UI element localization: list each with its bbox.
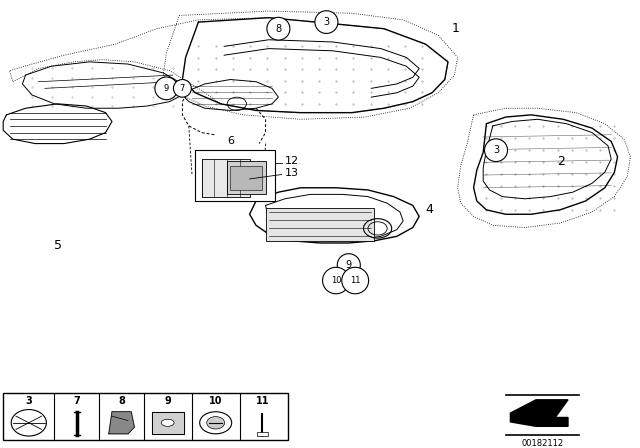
Text: 8: 8 (275, 24, 282, 34)
Bar (266, 207, 374, 241)
Text: 9: 9 (164, 84, 169, 93)
Text: 5: 5 (54, 239, 63, 252)
Ellipse shape (337, 254, 360, 276)
Bar (257, 431, 268, 436)
Ellipse shape (173, 79, 191, 97)
Text: 10: 10 (331, 276, 341, 285)
Text: 10: 10 (209, 396, 223, 406)
Text: 11: 11 (255, 396, 269, 406)
Text: 12: 12 (285, 156, 299, 166)
Text: 4: 4 (426, 203, 433, 216)
Text: 3: 3 (323, 17, 330, 27)
Circle shape (207, 417, 225, 429)
Text: 3: 3 (493, 145, 499, 155)
Text: 2: 2 (557, 155, 564, 168)
Ellipse shape (267, 17, 290, 40)
Bar (195, 150, 275, 201)
Ellipse shape (342, 267, 369, 294)
Ellipse shape (323, 267, 349, 294)
Text: 11: 11 (350, 276, 360, 285)
Text: 8: 8 (118, 396, 125, 406)
Ellipse shape (484, 139, 508, 162)
Polygon shape (152, 412, 184, 434)
Bar (3, 393, 288, 439)
Ellipse shape (155, 77, 178, 100)
Text: 00182112: 00182112 (522, 439, 563, 448)
Polygon shape (511, 400, 568, 426)
Text: 6: 6 (227, 136, 234, 146)
Text: 3: 3 (26, 396, 32, 406)
Text: 9: 9 (164, 396, 171, 406)
Text: 7: 7 (180, 84, 185, 93)
Bar (230, 166, 262, 190)
Ellipse shape (161, 419, 174, 426)
Ellipse shape (315, 11, 338, 34)
Bar (227, 161, 266, 194)
Text: 13: 13 (285, 168, 299, 178)
Text: 1: 1 (451, 22, 459, 35)
Polygon shape (109, 412, 134, 434)
Text: 9: 9 (346, 260, 352, 270)
Text: 7: 7 (74, 396, 80, 406)
Bar (202, 159, 250, 197)
